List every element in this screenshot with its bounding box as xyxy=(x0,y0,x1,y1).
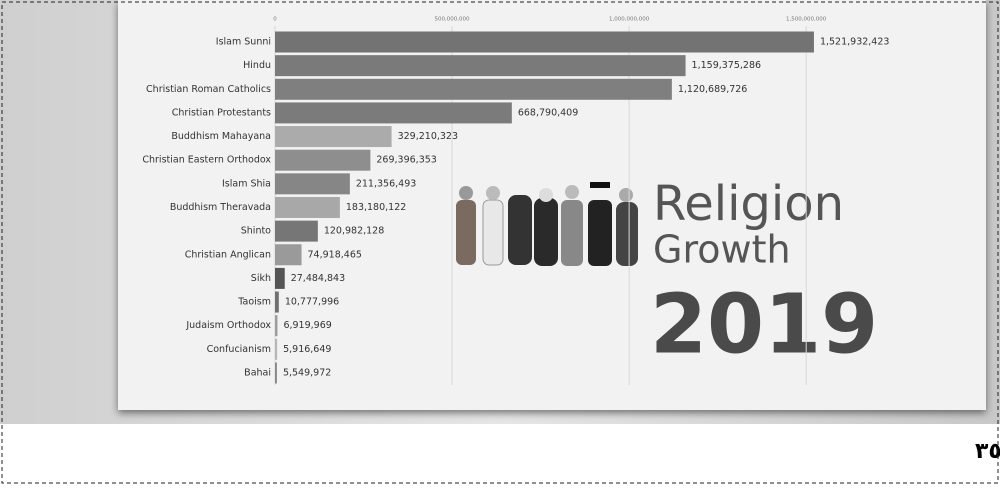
category-label: Hindu xyxy=(243,60,271,71)
x-tick-label: 1,000,000,000 xyxy=(609,17,650,23)
category-label: Buddhism Theravada xyxy=(170,202,271,213)
bar xyxy=(275,315,278,337)
category-label: Christian Anglican xyxy=(185,249,271,260)
category-label: Sikh xyxy=(251,273,271,284)
category-label: Islam Shia xyxy=(222,178,271,189)
bar xyxy=(275,196,340,218)
year-label: 2019 xyxy=(650,277,878,372)
value-label: 120,982,128 xyxy=(324,226,384,237)
bar xyxy=(275,173,350,195)
category-label: Buddhism Mahayana xyxy=(171,131,271,142)
bar xyxy=(275,78,672,100)
category-label: Shinto xyxy=(241,226,271,237)
value-label: 5,549,972 xyxy=(283,367,331,378)
value-label: 1,159,375,286 xyxy=(692,60,762,71)
bar xyxy=(275,149,371,171)
bar xyxy=(275,55,686,77)
category-label: Christian Eastern Orthodox xyxy=(142,155,271,166)
value-label: 211,356,493 xyxy=(356,178,416,189)
value-label: 1,521,932,423 xyxy=(820,37,890,48)
value-label: 5,916,649 xyxy=(283,344,331,355)
category-label: Judaism Orthodox xyxy=(185,320,271,331)
bar xyxy=(275,267,285,289)
value-label: 1,120,689,726 xyxy=(678,84,748,95)
value-label: 10,777,996 xyxy=(285,297,339,308)
category-label: Bahai xyxy=(244,367,271,378)
x-tick-label: 0 xyxy=(273,17,277,23)
bar xyxy=(275,102,512,124)
category-label: Taoism xyxy=(237,297,271,308)
value-label: 668,790,409 xyxy=(518,107,578,118)
bar xyxy=(275,362,277,384)
category-label: Christian Roman Catholics xyxy=(146,84,271,95)
category-label: Christian Protestants xyxy=(172,107,271,118)
category-label: Confucianism xyxy=(207,344,271,355)
caption-band xyxy=(0,424,1000,485)
bar xyxy=(275,291,279,313)
value-label: 269,396,353 xyxy=(376,155,436,166)
value-label: 6,919,969 xyxy=(283,320,331,331)
value-label: 27,484,843 xyxy=(291,273,345,284)
bar xyxy=(275,244,302,266)
value-label: 183,180,122 xyxy=(346,202,406,213)
x-tick-label: 500,000,000 xyxy=(435,17,470,23)
bar xyxy=(275,220,318,242)
category-label: Islam Sunni xyxy=(216,37,271,48)
value-label: 74,918,465 xyxy=(308,249,362,260)
bar xyxy=(275,338,278,360)
title-word: Growth xyxy=(653,228,791,272)
x-tick-label: 1,500,000,000 xyxy=(786,17,827,23)
people-illustration xyxy=(456,182,638,266)
title-word: Religion xyxy=(653,176,844,232)
value-label: 329,210,323 xyxy=(398,131,458,142)
bar xyxy=(275,31,814,53)
bar xyxy=(275,126,392,148)
